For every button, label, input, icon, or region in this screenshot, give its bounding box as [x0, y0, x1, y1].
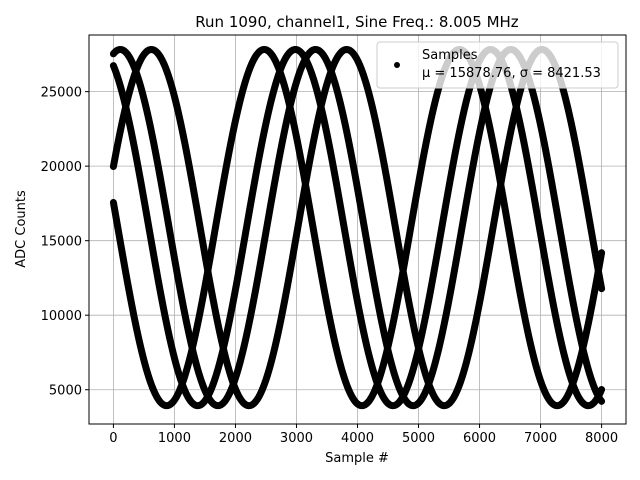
x-tick-label: 0 — [109, 431, 117, 446]
sample-trace — [109, 45, 606, 410]
legend-marker — [394, 62, 400, 68]
sample-trace — [109, 46, 606, 410]
x-tick-label: 7000 — [524, 431, 557, 446]
x-tick-label: 8000 — [585, 431, 618, 446]
x-tick-label: 4000 — [341, 431, 374, 446]
x-tick-label: 1000 — [158, 431, 191, 446]
x-axis-label: Sample # — [325, 451, 389, 466]
legend-series-label: Samples — [422, 48, 478, 63]
y-tick-label: 25000 — [41, 86, 82, 101]
sample-trace — [109, 45, 606, 410]
x-tick-label: 2000 — [219, 431, 252, 446]
x-tick-label: 5000 — [402, 431, 435, 446]
y-axis-label: ADC Counts — [14, 190, 29, 268]
chart-title: Run 1090, channel1, Sine Freq.: 8.005 MH… — [195, 13, 519, 31]
y-tick-label: 15000 — [41, 235, 82, 250]
legend-stats-label: μ = 15878.76, σ = 8421.53 — [422, 66, 601, 81]
legend: Samples μ = 15878.76, σ = 8421.53 — [376, 41, 619, 89]
tick-layer: 0 1000 2000 3000 4000 5000 6000 7000 8000 5000 100… — [41, 86, 618, 446]
y-tick-label: 10000 — [41, 309, 82, 324]
y-tick-label: 5000 — [49, 384, 82, 399]
legend-box — [376, 41, 619, 89]
y-tick-label: 20000 — [41, 160, 82, 175]
x-tick-label: 3000 — [280, 431, 313, 446]
x-tick-label: 6000 — [463, 431, 496, 446]
